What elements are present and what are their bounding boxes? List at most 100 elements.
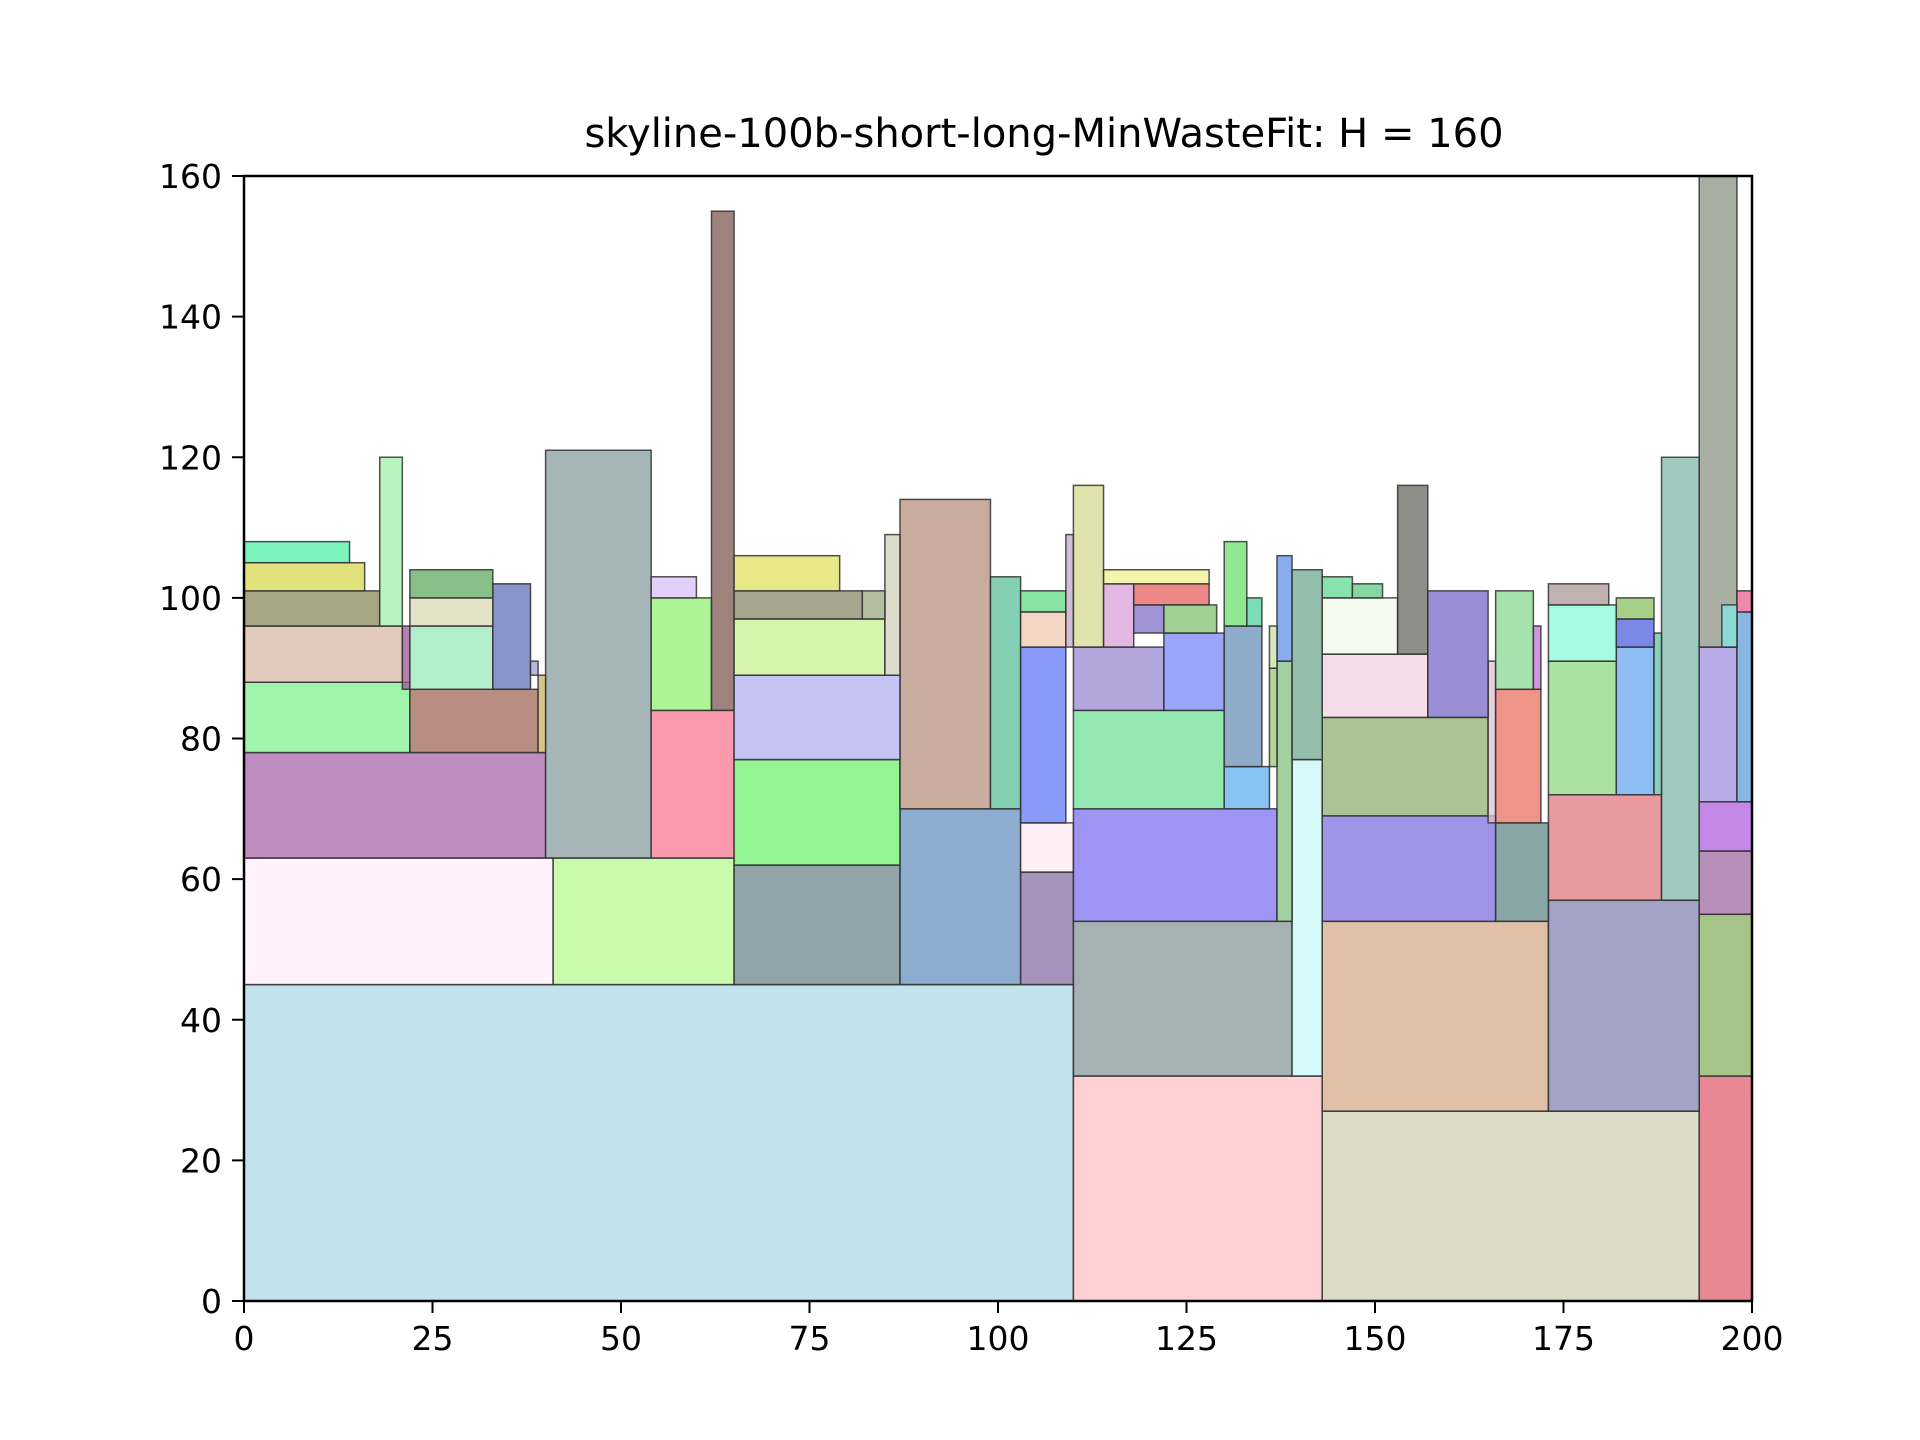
packed-rect-27 [1660,456,1700,901]
packed-rect-22 [1072,808,1278,923]
packed-rect-73 [1547,604,1618,662]
packed-rect-14 [243,751,547,859]
packed-rect-62 [1246,597,1263,627]
packed-rect-94 [1163,604,1218,634]
packed-rect-68 [1351,583,1384,599]
y-tick-label: 120 [159,438,222,477]
packed-rect-34 [710,210,735,712]
packed-rect-53 [733,618,886,676]
packed-rect-59 [1163,632,1225,712]
packed-rect-50 [492,583,532,691]
packed-rect-89 [1072,484,1105,648]
y-tick-label: 40 [180,1001,222,1040]
packed-rect-86 [733,590,864,620]
packed-rect-95 [1268,625,1278,669]
packed-rect-92 [1132,583,1210,606]
packed-rect-78 [1736,590,1753,613]
packed-rect-37 [1223,765,1271,810]
packed-rect-13 [1698,913,1753,1077]
x-tick-label: 200 [1721,1319,1784,1358]
packed-rect-49 [409,625,494,691]
packed-rect-47 [243,625,404,683]
packed-rect-64 [1291,569,1323,761]
packed-rect-15 [544,449,652,859]
packed-rect-11 [1321,920,1550,1112]
y-tick-label: 60 [180,860,222,899]
packed-rect-4 [243,857,554,986]
plot-frame [242,174,1754,1303]
packed-rect-77 [1698,175,1738,648]
packed-rect-16 [650,709,735,859]
packed-rect-42 [1547,660,1618,796]
packed-rect-63 [1276,554,1293,662]
y-tick-label: 100 [159,579,222,618]
packed-rect-66 [1321,597,1399,655]
packed-rect-29 [1698,801,1753,852]
packed-rect-32 [537,674,547,754]
packed-rect-46 [1736,611,1753,803]
packed-rect-82 [243,540,351,564]
x-axis: 0 25 50 75 100 125 150 175 200 [234,1301,1784,1358]
packed-rect-54 [884,533,901,676]
y-tick-label: 80 [180,720,222,759]
y-tick-label: 0 [201,1282,222,1321]
packed-rect-52 [650,576,698,599]
packed-rect-43 [1615,646,1655,796]
x-tick-label: 125 [1155,1319,1218,1358]
packed-rect-72 [1532,625,1542,691]
packed-rect-74 [1547,583,1610,606]
x-tick-label: 25 [412,1319,454,1358]
packed-rect-19 [989,576,1022,810]
packed-rect-31 [409,688,539,754]
packed-rect-40 [1487,660,1497,824]
x-tick-label: 50 [600,1319,642,1358]
packed-rect-35 [733,674,901,761]
y-tick-label: 160 [159,157,222,196]
packed-rect-93 [1102,569,1210,585]
packed-rect-80 [243,590,381,627]
x-tick-label: 150 [1344,1319,1407,1358]
x-tick-label: 75 [789,1319,831,1358]
packed-rect-25 [1494,822,1550,923]
y-tick-label: 20 [180,1141,222,1180]
packed-rect-3 [1698,1075,1753,1302]
packed-rect-67 [1321,576,1354,599]
packed-rect-9 [1072,920,1293,1077]
packed-rect-58 [1072,646,1165,712]
packed-rect-8 [1019,871,1075,986]
packed-rect-60 [1223,625,1263,768]
packed-rect-20 [1019,822,1075,873]
packed-rect-23 [1276,660,1293,923]
packed-rect-36 [1072,709,1225,810]
y-tick-label: 140 [159,298,222,337]
packed-rect-61 [1223,540,1248,627]
packed-rect-83 [378,456,404,627]
packed-rect-87 [733,554,841,592]
plot-area [243,175,1753,1302]
packed-rect-69 [1396,484,1429,655]
packed-rect-18 [899,498,992,810]
packed-rect-84 [409,597,494,627]
packed-rect-21 [1019,646,1067,824]
packed-rect-71 [1494,590,1535,691]
packed-rect-65 [1321,653,1429,719]
packed-rect-70 [1427,590,1489,719]
packed-rect-1 [1072,1075,1323,1302]
packed-rect-5 [552,857,735,986]
packed-rect-55 [1019,611,1067,648]
packed-rect-7 [899,808,1022,986]
x-tick-label: 0 [234,1319,255,1358]
packed-rect-41 [1494,688,1542,824]
packed-rect-56 [1019,590,1067,613]
packed-rect-45 [1698,646,1738,803]
packed-rect-90 [1102,583,1135,648]
packed-rect-48 [401,625,411,691]
packed-rect-39 [1321,716,1489,817]
packed-rect-91 [1132,604,1165,634]
packed-rect-10 [1291,758,1323,1077]
packed-rect-38 [1268,667,1278,768]
packed-rect-88 [861,590,886,620]
packed-rect-26 [1547,794,1663,901]
packed-rect-75 [1615,618,1655,648]
